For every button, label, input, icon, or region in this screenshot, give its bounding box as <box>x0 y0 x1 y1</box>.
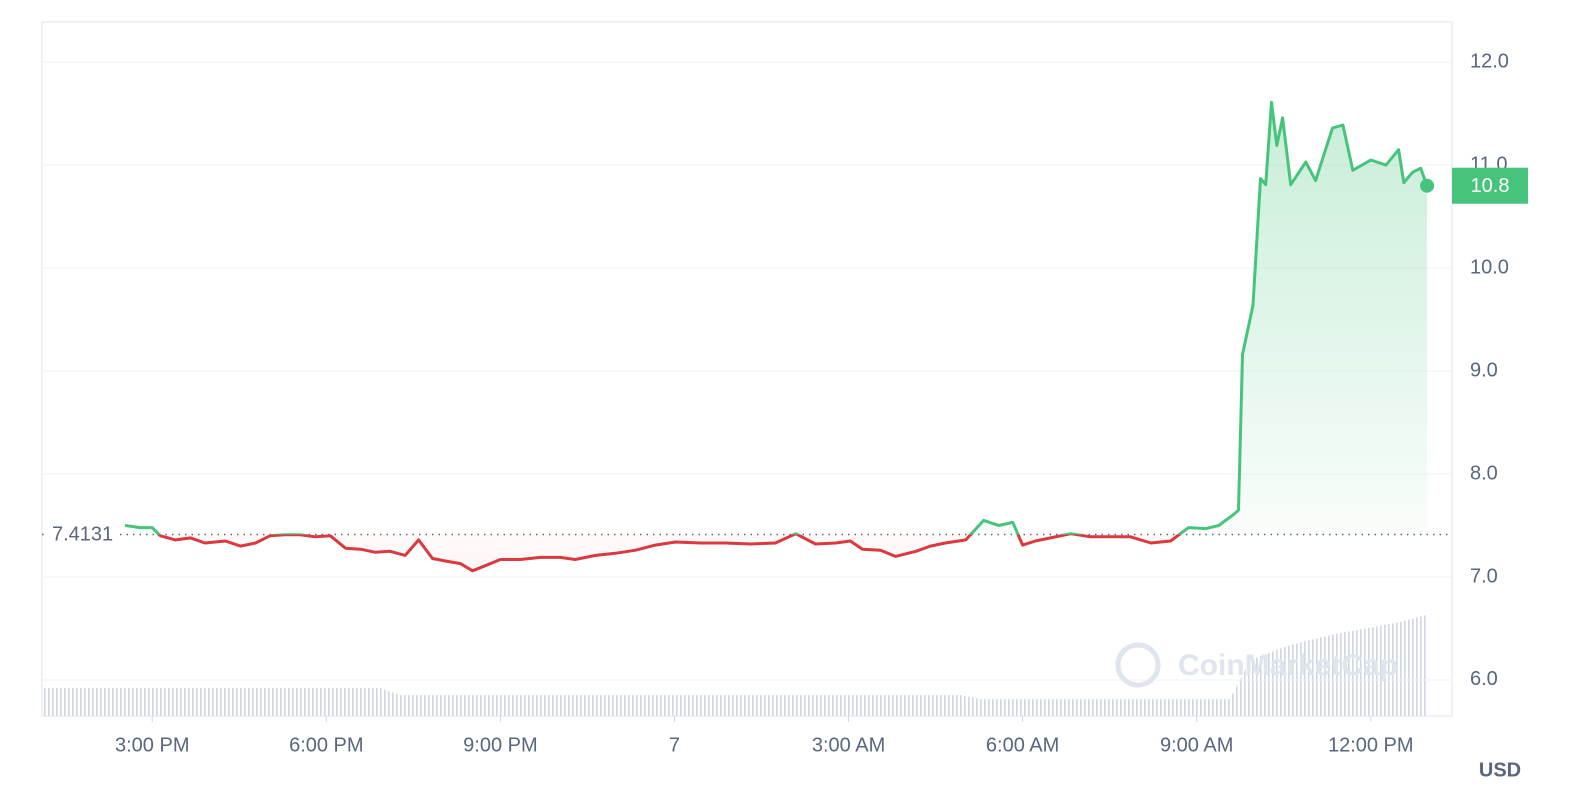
y-tick-label: 7.0 <box>1470 565 1498 587</box>
x-tick-label: 7 <box>669 734 680 756</box>
price-area <box>124 102 1428 571</box>
y-tick-label: 10.0 <box>1470 256 1509 278</box>
watermark-group: CoinMarketCap <box>1115 642 1398 688</box>
baseline-label-bg <box>46 520 120 549</box>
current-price-tag <box>1452 167 1528 204</box>
x-tick-label: 9:00 PM <box>463 734 537 756</box>
current-price-dot <box>1420 178 1435 193</box>
x-tick-label: 12:00 PM <box>1328 734 1414 756</box>
currency-label: USD <box>1479 759 1521 781</box>
y-tick-label: 9.0 <box>1470 359 1498 381</box>
watermark-logo <box>1115 642 1161 688</box>
y-tick-label: 8.0 <box>1470 462 1498 484</box>
volume-bars <box>42 615 1426 716</box>
x-tick-label: 6:00 AM <box>986 734 1059 756</box>
current-price-label: 10.8 <box>1471 175 1510 197</box>
price-line <box>124 100 1429 573</box>
watermark: CoinMarketCap <box>1178 649 1398 682</box>
baseline-label: 7.4131 <box>52 524 113 546</box>
y-tick-label: 12.0 <box>1470 50 1509 72</box>
x-tick-label: 6:00 PM <box>289 734 363 756</box>
x-tick-label: 3:00 PM <box>115 734 189 756</box>
y-tick-label: 6.0 <box>1470 668 1498 690</box>
x-tick-label: 9:00 AM <box>1160 734 1233 756</box>
x-tick-label: 3:00 AM <box>812 734 885 756</box>
plot-frame <box>41 21 1453 717</box>
